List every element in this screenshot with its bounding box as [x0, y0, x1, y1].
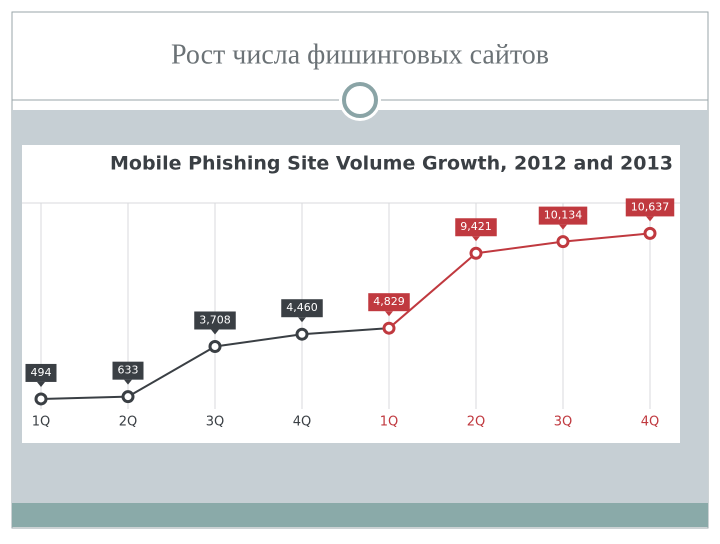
x-tick-label: 3Q — [554, 415, 573, 430]
x-tick-label: 1Q — [380, 415, 399, 430]
ornament — [342, 82, 378, 118]
data-label-pointer — [211, 329, 219, 335]
point — [121, 390, 135, 404]
data-label-pointer — [472, 236, 480, 242]
line-segment — [562, 232, 651, 243]
data-label-box — [368, 293, 410, 312]
data-label-box — [455, 218, 497, 237]
data-label-box — [625, 198, 675, 217]
data-label-pointer — [385, 311, 393, 317]
x-tick-label: 2Q — [467, 415, 486, 430]
data-label: 10,637 — [631, 200, 670, 213]
line-segment — [475, 240, 564, 255]
data-label-box — [538, 206, 588, 225]
line-segment — [214, 333, 303, 348]
data-label-pointer — [37, 381, 45, 387]
data-label-pointer — [646, 216, 654, 222]
data-label: 494 — [31, 366, 52, 379]
line-segment — [127, 345, 216, 398]
x-tick-label: 3Q — [206, 415, 225, 430]
footer-band — [12, 503, 708, 527]
data-label: 4,460 — [286, 301, 318, 314]
point — [556, 235, 570, 249]
line-segment — [301, 327, 390, 336]
x-tick-label: 1Q — [32, 415, 51, 430]
data-label-box — [25, 363, 57, 382]
point — [34, 392, 48, 406]
x-tick-label: 2Q — [119, 415, 138, 430]
line-segment — [40, 395, 129, 400]
point — [643, 226, 657, 240]
data-label: 10,134 — [544, 209, 583, 222]
data-label-pointer — [124, 379, 132, 385]
data-label-box — [194, 311, 236, 330]
data-label: 4,829 — [373, 295, 405, 308]
line-segment — [388, 252, 477, 329]
data-label-box — [112, 361, 144, 380]
point — [469, 246, 483, 260]
data-label-pointer — [298, 317, 306, 323]
data-label: 3,708 — [199, 313, 231, 326]
point — [208, 339, 222, 353]
x-tick-label: 4Q — [293, 415, 312, 430]
data-label: 633 — [118, 364, 139, 377]
x-tick-label: 4Q — [641, 415, 660, 430]
point — [295, 327, 309, 341]
point — [382, 321, 396, 335]
slide-title: Рост числа фишинговых сайтов — [171, 39, 549, 70]
chart-area — [22, 145, 680, 443]
data-label-pointer — [559, 224, 567, 230]
chart-title: Mobile Phishing Site Volume Growth, 2012… — [110, 153, 673, 175]
data-label: 9,421 — [460, 220, 492, 233]
data-label-box — [281, 299, 323, 318]
